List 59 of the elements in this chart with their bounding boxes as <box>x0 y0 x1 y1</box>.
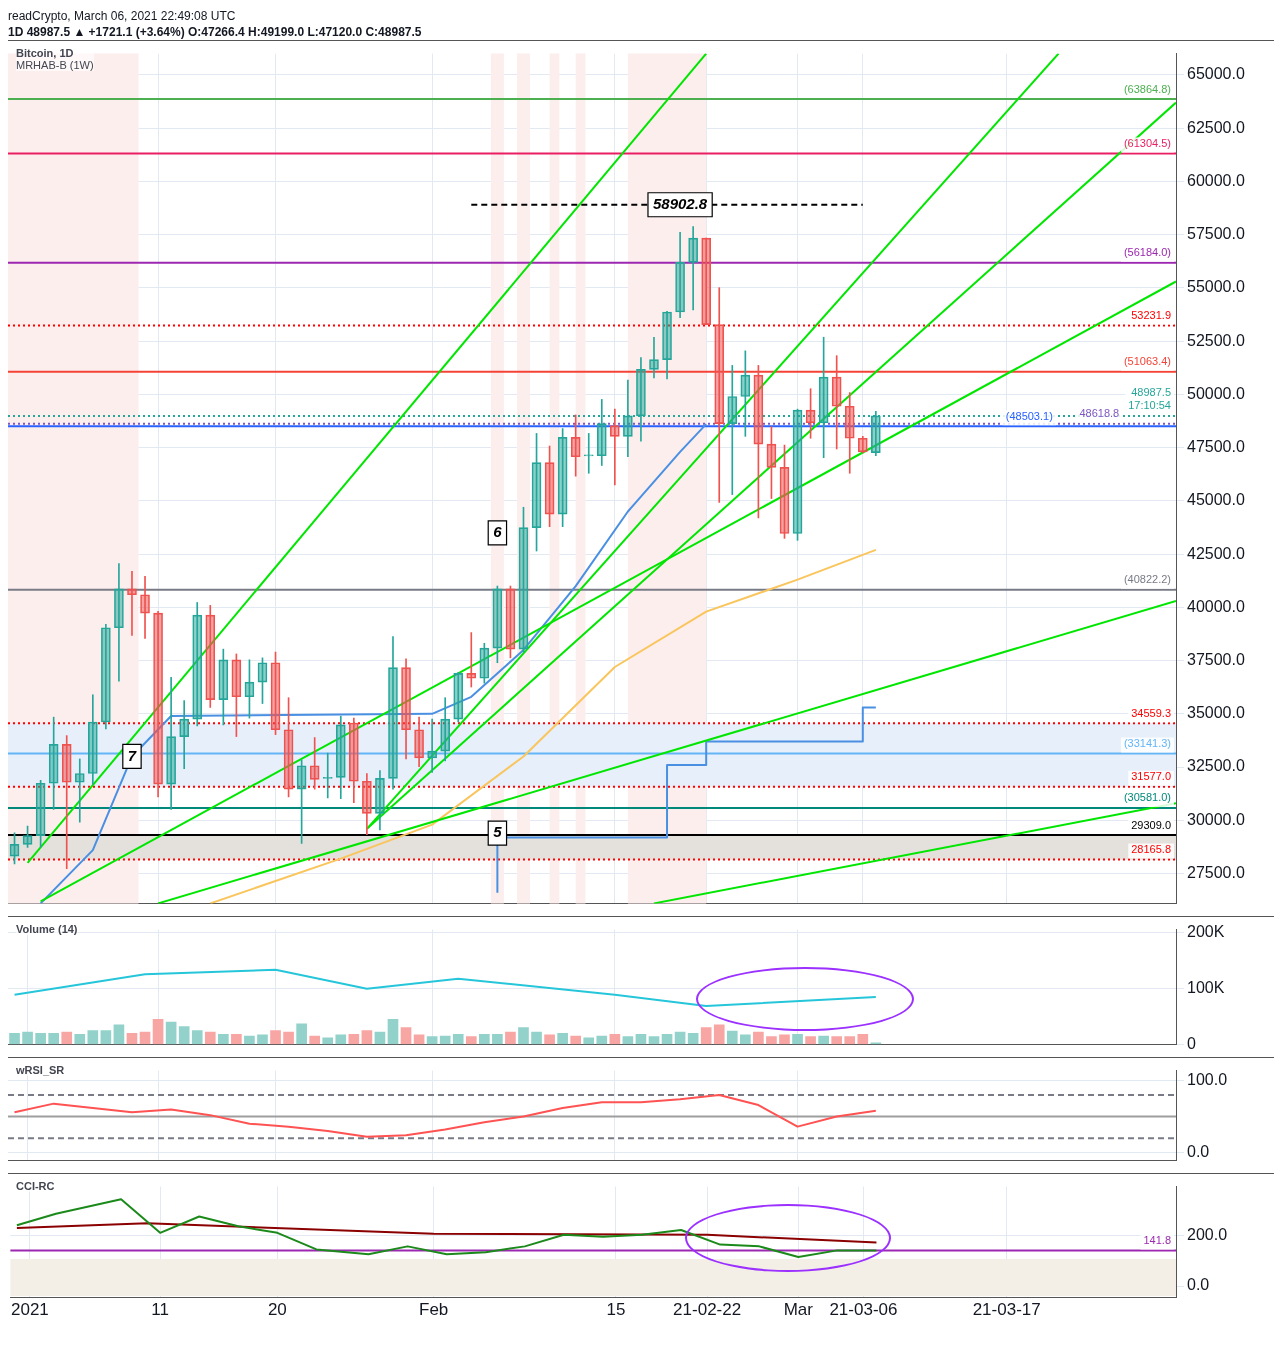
y-tick-label: 0.0 <box>1187 1276 1210 1294</box>
x-tick-label: 15 <box>606 1300 626 1320</box>
annotation: 7 <box>127 746 137 764</box>
chart-title: wRSI_SR <box>16 1064 65 1076</box>
x-tick-label: 20 <box>267 1300 287 1320</box>
x-tick-label: 21-02-22 <box>673 1300 742 1320</box>
y-tick-label: 30000.0 <box>1187 810 1245 828</box>
ref-line-label: 141.8 <box>1143 1233 1171 1246</box>
y-tick-label: 65000.0 <box>1187 65 1245 83</box>
y-tick-label: 55000.0 <box>1187 278 1245 296</box>
y-tick-label: 100.0 <box>1187 1071 1228 1089</box>
annotation: 58902.8 <box>652 194 708 212</box>
y-tick-label: 47500.0 <box>1187 438 1245 456</box>
y-tick-label: 0.0 <box>1187 1142 1210 1160</box>
x-tick-label: Mar <box>783 1300 814 1320</box>
y-tick-label: 37500.0 <box>1187 651 1245 669</box>
chart-title: CCI-RC <box>16 1180 55 1192</box>
y-tick-label: 200K <box>1187 923 1225 941</box>
y-tick-label: 100K <box>1187 979 1225 997</box>
ref-line-label: 34559.3 <box>1131 706 1171 719</box>
annotation: 6 <box>493 522 503 540</box>
ref-line-label: 29309.0 <box>1131 818 1171 831</box>
ref-line-label: (61304.5) <box>1123 137 1171 150</box>
y-tick-label: 50000.0 <box>1187 384 1245 402</box>
text: MRHAB-B (1W) <box>16 59 94 71</box>
x-tick-label: 2021 <box>11 1300 49 1320</box>
y-tick-label: 40000.0 <box>1187 597 1245 615</box>
y-tick-label: 0 <box>1187 1034 1196 1052</box>
y-tick-label: 200.0 <box>1187 1226 1228 1244</box>
chart-title: Bitcoin, 1D <box>16 47 75 59</box>
y-tick-label: 45000.0 <box>1187 491 1245 509</box>
ref-line-label: (63864.8) <box>1123 82 1171 95</box>
x-tick-label: 21-03-17 <box>972 1300 1041 1320</box>
y-tick-label: 62500.0 <box>1187 118 1245 136</box>
text: 1D 48987.5 ▲ +1721.1 (+3.64%) O:47266.4 H:49199.0 L:47120.0 C:48987.5 <box>8 24 423 40</box>
ref-line-label: 48987.5 17:10:54 <box>1128 386 1171 412</box>
y-tick-label: 35000.0 <box>1187 704 1245 722</box>
y-tick-label: 27500.0 <box>1187 863 1245 881</box>
ref-line-label: 48618.8 <box>1079 407 1120 420</box>
x-tick-label: 21-03-06 <box>829 1300 898 1320</box>
x-tick-label: Feb <box>419 1300 449 1320</box>
chart-title: Volume (14) <box>16 923 78 935</box>
ref-line-label: (48503.1) <box>1005 409 1053 422</box>
y-tick-label: 60000.0 <box>1187 171 1245 189</box>
ref-line-label: (33141.3) <box>1123 736 1171 749</box>
ref-line-label: (51063.4) <box>1123 355 1171 368</box>
y-tick-label: 52500.0 <box>1187 331 1245 349</box>
ref-line-label: (30581.0) <box>1123 791 1171 804</box>
ref-line-label: 31577.0 <box>1131 770 1171 783</box>
ref-line-label: (56184.0) <box>1123 246 1171 259</box>
text: readCrypto, March 06, 2021 22:49:08 UTC <box>8 8 237 24</box>
y-tick-label: 57500.0 <box>1187 225 1245 243</box>
x-tick-label: 11 <box>151 1300 169 1320</box>
ref-line-label: 28165.8 <box>1131 842 1171 855</box>
y-tick-label: 42500.0 <box>1187 544 1245 562</box>
y-tick-label: 32500.0 <box>1187 757 1245 775</box>
ref-line-label: (40822.2) <box>1123 573 1171 586</box>
annotation: 5 <box>493 823 503 841</box>
ref-line-label: 53231.9 <box>1131 309 1171 322</box>
